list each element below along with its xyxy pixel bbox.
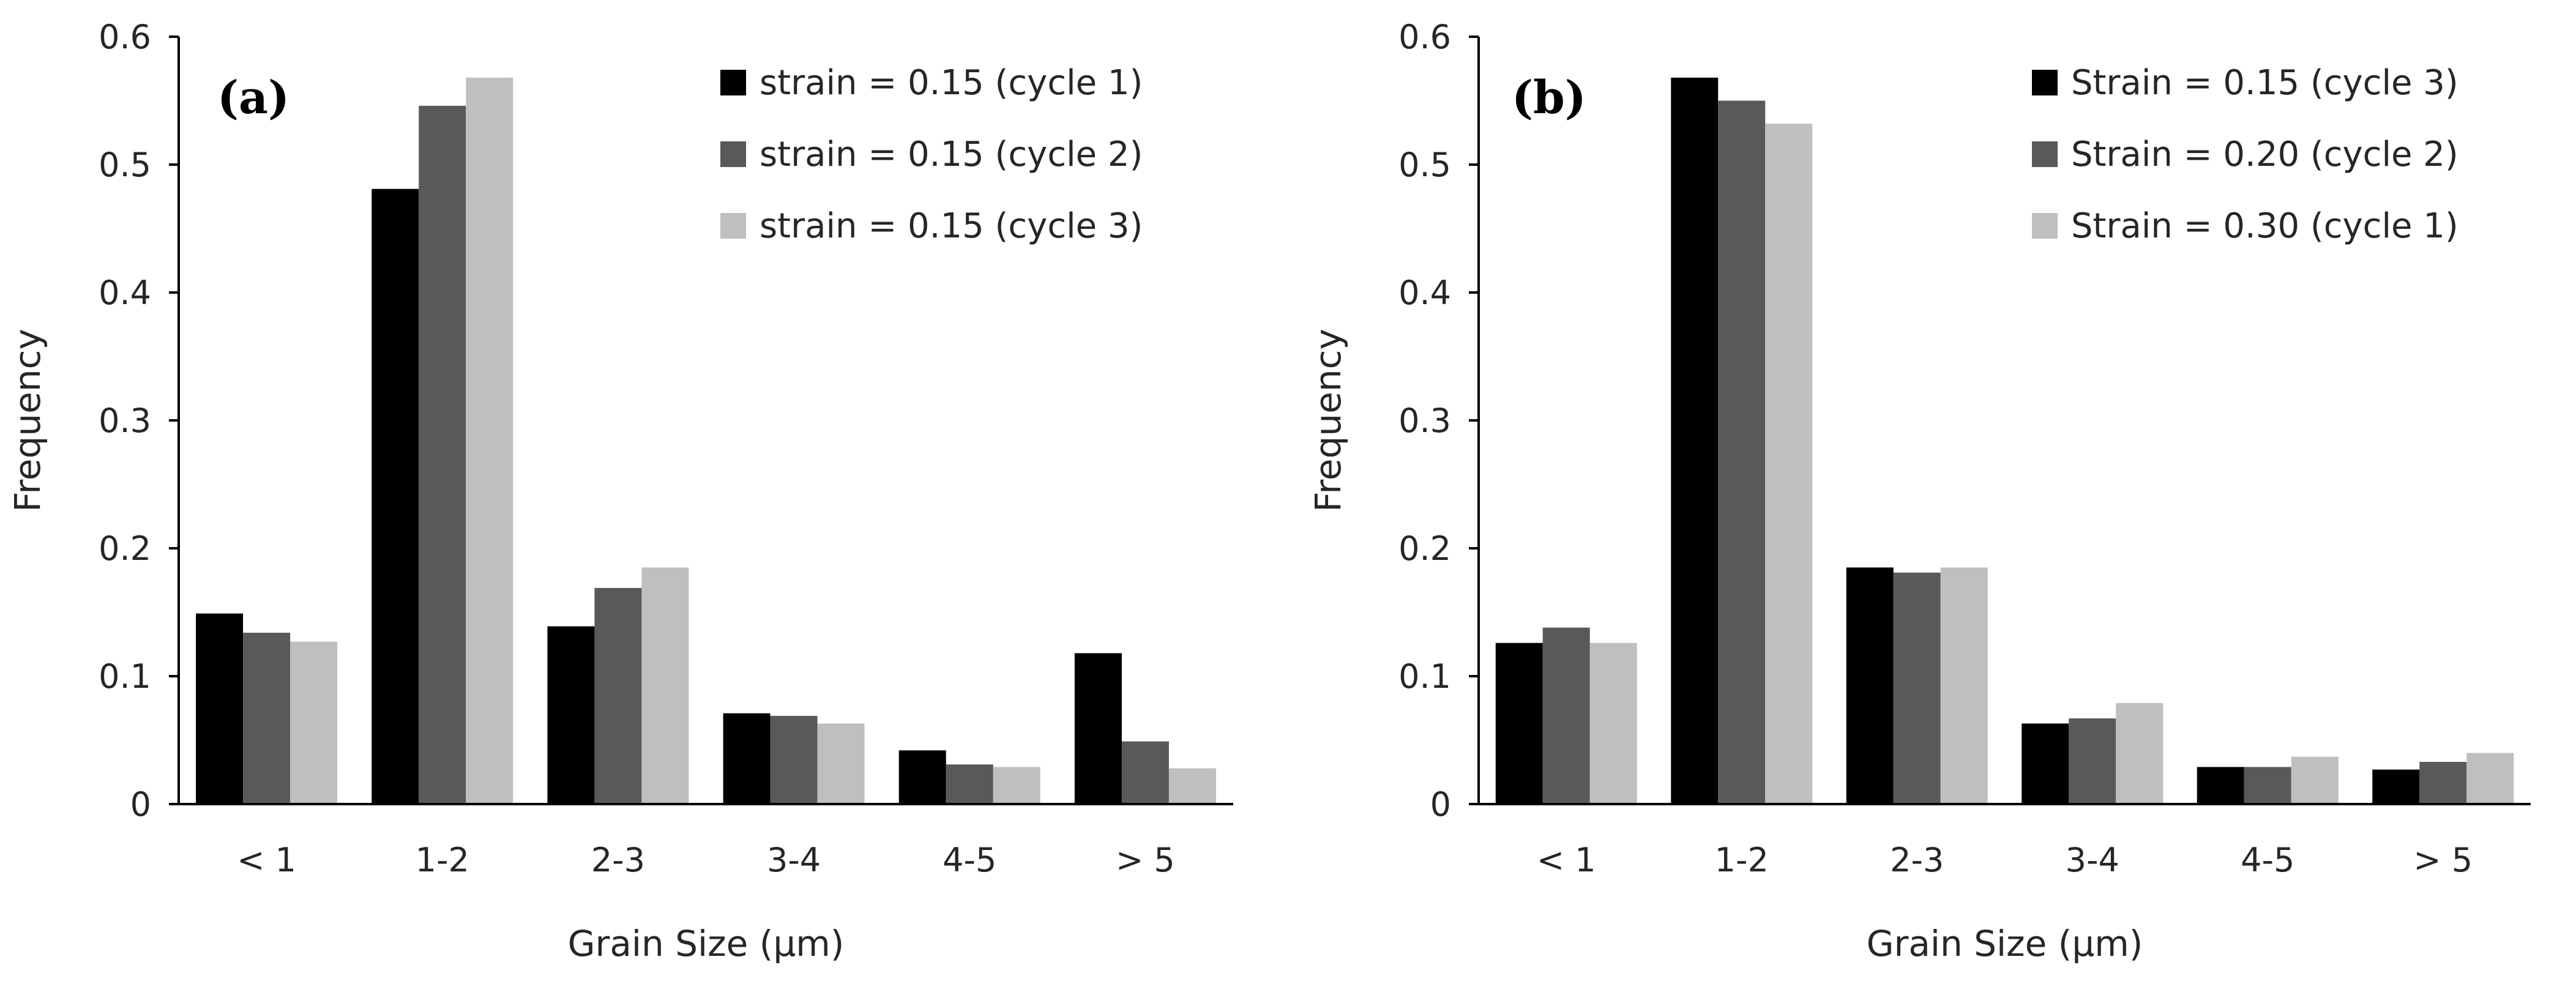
chart-panel-b: 0 0.1 0.2 0.3 0.4 0.5 0.6 < 1 1-2 2-3 3-4 4-5 > 5 Gra… [1307, 18, 2531, 964]
bar-series3-4 [2116, 703, 2163, 804]
x-tick-label: < 1 [237, 841, 296, 879]
bar-series3-5 [993, 767, 1040, 804]
panel-label: (a) [217, 72, 289, 124]
y-tick-label: 0.1 [99, 657, 151, 696]
bar-series2-4 [770, 715, 818, 804]
bar-series3-2 [466, 77, 513, 804]
x-tick-label: 3-4 [767, 841, 821, 879]
bar-series2-3 [1893, 572, 1941, 804]
x-tick-label: > 5 [2413, 841, 2473, 879]
bar-series1-2 [1671, 77, 1719, 804]
legend-swatch-2 [2032, 141, 2058, 167]
bar-series2-6 [2419, 762, 2467, 804]
bar-series2-4 [2069, 718, 2116, 804]
y-tick-label: 0 [130, 785, 151, 824]
bar-series3-6 [1168, 768, 1216, 804]
x-tick-label: 2-3 [1890, 841, 1944, 879]
legend-label-2: strain = 0.15 (cycle 2) [760, 135, 1143, 174]
x-tick-label: 4-5 [2241, 841, 2294, 879]
y-tick-label: 0.6 [99, 18, 151, 56]
y-tick-label: 0.6 [1398, 18, 1451, 56]
y-tick-label: 0.3 [99, 401, 151, 440]
bar-series1-5 [898, 750, 946, 804]
bar-series2-6 [1121, 741, 1169, 804]
bar-series3-6 [2466, 753, 2514, 804]
legend-label-3: Strain = 0.30 (cycle 1) [2071, 206, 2458, 246]
x-tick-label: > 5 [1116, 841, 1175, 879]
bar-series3-5 [2291, 756, 2339, 804]
y-tick-label: 0.4 [1398, 274, 1451, 312]
bar-series2-2 [1718, 100, 1766, 804]
y-tick-label: 0.1 [1398, 657, 1451, 696]
y-axis-title: Frequency [7, 329, 48, 512]
legend-swatch-3 [2032, 213, 2058, 239]
bar-series2-5 [946, 764, 993, 804]
x-tick-label: 4-5 [943, 841, 996, 879]
y-tick-label: 0.4 [99, 274, 151, 312]
bar-series2-5 [2244, 767, 2291, 804]
bar-series1-3 [1846, 567, 1894, 804]
legend-swatch-2 [720, 141, 746, 167]
legend-swatch-1 [720, 70, 746, 95]
bar-series1-6 [2372, 769, 2420, 804]
x-tick-label: 1-2 [1715, 841, 1769, 879]
y-tick-label: 0.5 [1398, 146, 1451, 184]
x-tick-label: < 1 [1537, 841, 1596, 879]
bar-series2-1 [243, 632, 291, 804]
bar-series3-3 [1940, 567, 1988, 804]
bar-series1-4 [723, 713, 771, 804]
y-axis-title: Frequency [1307, 329, 1349, 512]
legend-label-2: Strain = 0.20 (cycle 2) [2071, 135, 2458, 174]
bar-series3-3 [641, 567, 689, 804]
bar-series3-1 [290, 641, 338, 804]
legend-label-3: strain = 0.15 (cycle 3) [760, 206, 1143, 246]
y-tick-label: 0 [1430, 785, 1451, 824]
legend-swatch-1 [2032, 70, 2058, 95]
bar-series2-3 [594, 587, 642, 804]
bar-series1-1 [196, 613, 244, 804]
bar-series2-1 [1542, 627, 1590, 804]
x-tick-label: 1-2 [416, 841, 469, 879]
bar-series3-4 [817, 723, 865, 804]
bar-series1-4 [2022, 723, 2069, 804]
legend-label-1: strain = 0.15 (cycle 1) [760, 63, 1143, 103]
bar-series1-1 [1495, 643, 1543, 804]
y-tick-label: 0.2 [1398, 529, 1451, 568]
legend-label-1: Strain = 0.15 (cycle 3) [2071, 63, 2458, 103]
chart-panel-a: 0 0.1 0.2 0.3 0.4 0.5 0.6 < 1 1-2 2-3 3-4 4-5 > 5 Gra… [7, 18, 1233, 964]
y-tick-label: 0.3 [1398, 401, 1451, 440]
x-axis-title: Grain Size (μm) [1867, 923, 2143, 964]
y-tick-label: 0.2 [99, 529, 151, 568]
bar-series1-2 [371, 188, 419, 805]
x-tick-label: 3-4 [2066, 841, 2119, 879]
x-axis-title: Grain Size (μm) [568, 923, 845, 964]
bar-series1-3 [547, 626, 595, 804]
bar-series3-2 [1765, 124, 1813, 804]
bar-series3-1 [1589, 643, 1637, 804]
bar-series2-2 [419, 105, 466, 805]
x-tick-label: 2-3 [591, 841, 645, 879]
legend-swatch-3 [720, 213, 746, 239]
bar-series1-6 [1074, 653, 1122, 804]
y-tick-label: 0.5 [99, 146, 151, 184]
panel-label: (b) [1512, 72, 1586, 124]
bar-series1-5 [2197, 767, 2244, 804]
